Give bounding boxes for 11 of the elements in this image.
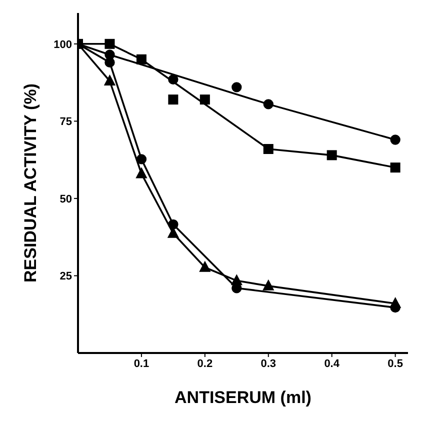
x-tick-label: 0.4 [324, 358, 340, 370]
x-tick-label: 0.2 [197, 358, 213, 370]
y-axis-title: RESIDUAL ACTIVITY (%) [21, 84, 40, 282]
x-tick-label: 0.1 [134, 358, 150, 370]
x-tick-label: 0.5 [388, 358, 403, 370]
y-tick-label: 75 [60, 116, 72, 128]
x-tick-label: 0.3 [260, 358, 276, 370]
y-tick-label: 25 [60, 270, 72, 283]
x-axis-title: ANTISERUM (ml) [174, 388, 312, 407]
y-tick-label: 100 [54, 38, 72, 51]
y-tick-label: 50 [60, 193, 72, 206]
